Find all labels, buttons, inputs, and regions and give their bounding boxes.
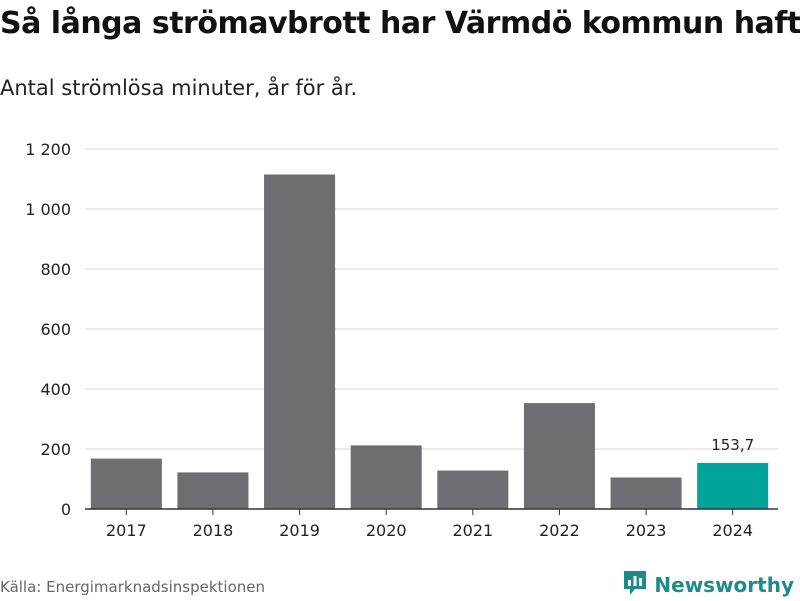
y-tick-label: 1 200 (25, 140, 71, 159)
bar-2017 (90, 458, 162, 509)
y-tick-label: 800 (40, 260, 71, 279)
source-note: Källa: Energimarknadsinspektionen (0, 578, 266, 596)
newsworthy-logo-icon (622, 569, 648, 601)
bar-2021 (437, 470, 509, 509)
gridlines (85, 148, 778, 450)
bar-2020 (350, 445, 422, 509)
data-labels: 153,7 (711, 436, 754, 454)
x-tick-label: 2020 (366, 521, 407, 540)
bar-2022 (523, 403, 595, 509)
y-axis-ticks: 0 200 400 600 800 1 000 1 200 (25, 140, 71, 519)
x-axis-ticks: 2017 2018 2019 2020 2021 2022 2023 2024 (106, 509, 753, 540)
x-tick-label: 2024 (712, 521, 753, 540)
x-tick-label: 2017 (106, 521, 147, 540)
x-tick-label: 2022 (539, 521, 580, 540)
bars (90, 174, 769, 509)
brand-logo: Newsworthy (622, 570, 794, 600)
y-tick-label: 1 000 (25, 200, 71, 219)
bar-2024 (697, 462, 769, 509)
y-tick-label: 600 (40, 320, 71, 339)
brand-name: Newsworthy (654, 573, 794, 597)
chart-title: Så långa strömavbrott har Värmdö kommun … (0, 6, 800, 41)
y-tick-label: 400 (40, 380, 71, 399)
bar-2018 (177, 472, 249, 509)
chart-subtitle: Antal strömlösa minuter, år för år. (0, 76, 358, 100)
x-tick-label: 2018 (193, 521, 234, 540)
y-tick-label: 200 (40, 440, 71, 459)
bar-2023 (610, 477, 682, 509)
bar-2019 (264, 174, 336, 509)
x-tick-label: 2019 (279, 521, 320, 540)
x-tick-label: 2021 (452, 521, 493, 540)
x-tick-label: 2023 (626, 521, 667, 540)
data-label: 153,7 (711, 436, 754, 454)
y-tick-label: 0 (61, 500, 71, 519)
